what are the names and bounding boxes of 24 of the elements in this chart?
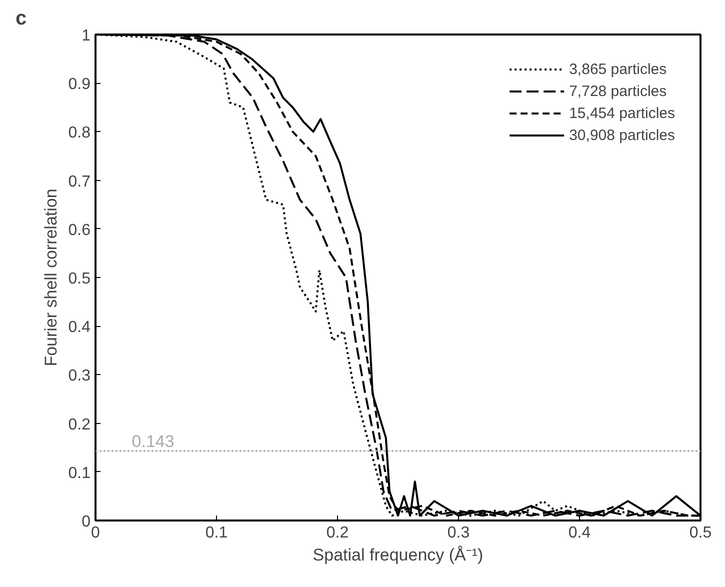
x-tick-label: 0.1 <box>205 524 228 542</box>
y-tick-label: 0.8 <box>68 124 91 142</box>
y-tick-label: 0.5 <box>68 270 91 288</box>
legend-label: 15,454 particles <box>569 104 675 122</box>
chart-title: c <box>16 8 27 30</box>
y-tick-label: 0.7 <box>68 173 91 190</box>
legend-label: 3,865 particles <box>569 60 667 78</box>
x-tick-label: 0.4 <box>568 524 591 542</box>
y-tick-label: 0.4 <box>68 319 91 336</box>
x-tick-label: 0.2 <box>326 524 349 542</box>
y-tick-label: 0 <box>82 514 91 530</box>
x-tick-label: 0.5 <box>689 524 712 542</box>
y-tick-label: 0.9 <box>68 76 91 94</box>
y-tick-label: 1 <box>82 28 91 44</box>
ref-line-label: 0.143 <box>132 432 174 451</box>
legend-label: 7,728 particles <box>569 82 667 100</box>
legend-label: 30,908 particles <box>569 126 675 144</box>
y-axis-title: Fourier shell correlation <box>41 188 60 366</box>
y-tick-label: 0.3 <box>68 368 91 385</box>
y-tick-label: 0.6 <box>68 222 91 239</box>
x-tick-label: 0.3 <box>447 524 470 542</box>
y-tick-label: 0.1 <box>68 464 91 482</box>
y-tick-label: 0.2 <box>68 416 91 434</box>
x-axis-title: Spatial frequency (Å⁻¹) <box>312 546 484 564</box>
